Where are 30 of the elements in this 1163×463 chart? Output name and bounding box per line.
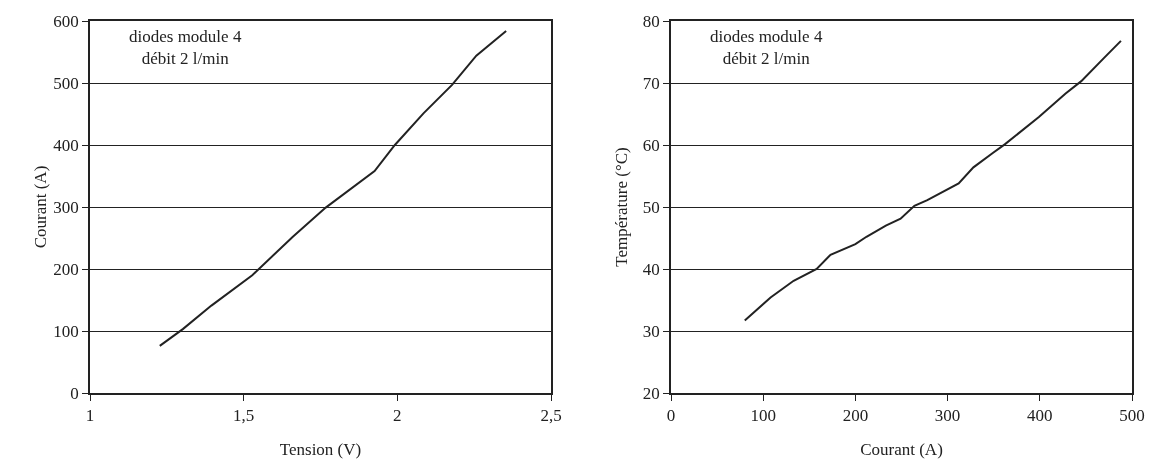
y-tick-label: 200 [53,259,79,279]
x-axis-title: Courant (A) [860,439,943,459]
y-tick-label: 80 [642,11,660,31]
y-tick-label: 0 [70,383,79,403]
x-axis-title: Tension (V) [279,439,362,459]
y-tick-label: 20 [642,383,660,403]
y-tick-label: 100 [53,321,79,341]
x-tick-label: 1 [85,406,95,426]
x-tick-label: 2,5 [540,406,562,426]
y-tick-label: 60 [642,135,660,155]
y-tick-label: 30 [642,321,660,341]
y-tick-label: 70 [642,73,660,93]
x-tick-label: 300 [934,406,961,426]
y-tick-label: 50 [642,197,660,217]
annotation: diodes module 4 débit 2 l/min [129,27,242,69]
x-tick-label: 0 [666,406,676,426]
y-tick-label: 400 [53,135,79,155]
annotation: diodes module 4 débit 2 l/min [710,27,823,69]
y-axis-title: Courant (A) [30,165,50,249]
y-tick-label: 600 [53,11,79,31]
x-tick-label: 400 [1027,406,1053,426]
x-tick-label: 200 [842,406,869,426]
y-tick-label: 500 [53,73,79,93]
x-tick-label: 100 [750,406,776,426]
x-tick-label: 2 [393,406,402,426]
x-tick-label: 500 [1119,406,1145,426]
y-axis-title: Température (°C) [611,147,631,267]
y-tick-label: 40 [642,259,660,279]
y-tick-label: 300 [53,197,79,217]
x-tick-label: 1,5 [233,406,255,426]
